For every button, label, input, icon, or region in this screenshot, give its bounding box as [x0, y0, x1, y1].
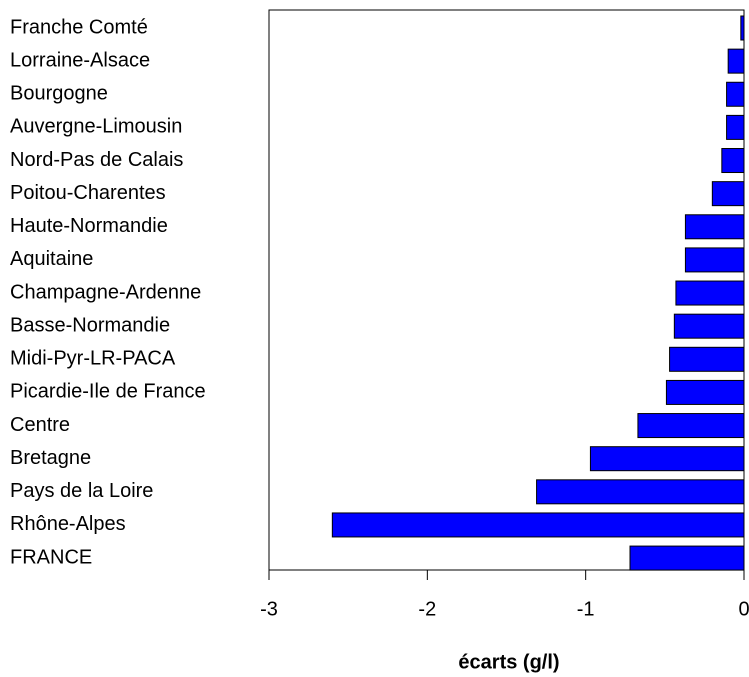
- bar: [727, 48, 745, 74]
- bar: [684, 247, 745, 273]
- y-tick-label: Pays de la Loire: [10, 480, 153, 502]
- plot-frame: [268, 9, 745, 571]
- y-tick-label: Aquitaine: [10, 248, 93, 270]
- y-tick-label: Poitou-Charentes: [10, 182, 166, 204]
- y-tick-label: Bourgogne: [10, 83, 108, 105]
- bar: [629, 545, 745, 571]
- x-axis-title: écarts (g/l): [458, 651, 559, 673]
- bar: [684, 214, 745, 240]
- x-tick-label: -2: [418, 598, 436, 620]
- bar: [536, 479, 745, 505]
- bar: [669, 346, 745, 372]
- bar: [721, 148, 745, 174]
- bar: [726, 81, 745, 107]
- x-tick-label: -3: [260, 598, 278, 620]
- bar: [673, 313, 745, 339]
- y-tick-label: Rhône-Alpes: [10, 513, 126, 535]
- y-tick-label: Basse-Normandie: [10, 314, 170, 336]
- y-tick-label: FRANCE: [10, 546, 92, 568]
- bar: [637, 413, 745, 439]
- y-tick-label: Midi-Pyr-LR-PACA: [10, 348, 176, 370]
- y-tick-label: Auvergne-Limousin: [10, 116, 182, 138]
- bar: [711, 181, 745, 207]
- y-tick-label: Franche Comté: [10, 16, 148, 38]
- bar: [675, 280, 745, 306]
- y-tick-label: Centre: [10, 414, 70, 436]
- y-tick-label: Champagne-Ardenne: [10, 281, 201, 303]
- bar: [665, 379, 745, 405]
- x-tick-label: 0: [738, 598, 749, 620]
- y-tick-label: Picardie-Ile de France: [10, 381, 206, 403]
- y-tick-label: Haute-Normandie: [10, 215, 168, 237]
- y-tick-label: Lorraine-Alsace: [10, 49, 150, 71]
- bar: [331, 512, 745, 538]
- y-tick-label: Nord-Pas de Calais: [10, 149, 183, 171]
- bar: [726, 114, 745, 140]
- y-tick-label: Bretagne: [10, 447, 91, 469]
- x-tick-label: -1: [577, 598, 595, 620]
- bar: [740, 15, 745, 41]
- bar: [589, 446, 745, 472]
